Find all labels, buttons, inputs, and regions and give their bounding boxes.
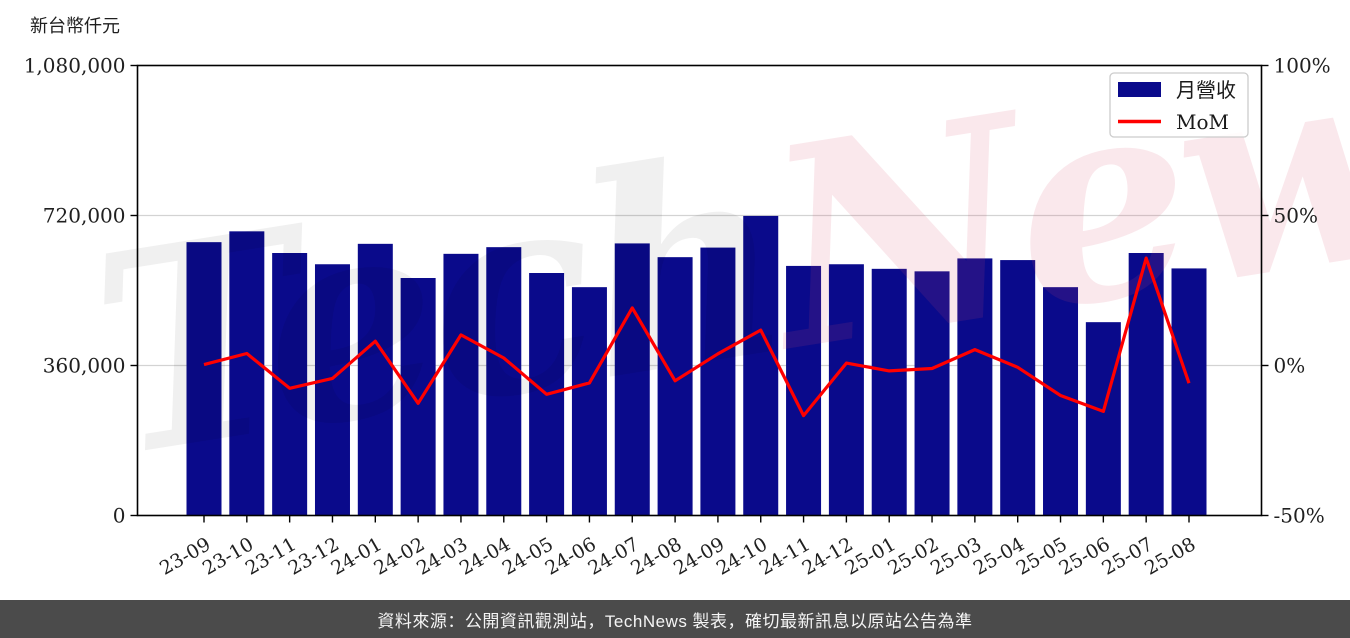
footer-source-text: 資料來源：公開資訊觀測站，TechNews 製表，確切最新訊息以原站公告為準 xyxy=(377,611,973,631)
revenue-bar xyxy=(614,243,650,516)
mom-line xyxy=(203,256,1191,418)
revenue-bar xyxy=(486,247,522,516)
y2-axis-tick-label: 50% xyxy=(1274,204,1318,228)
legend-line-label: MoM xyxy=(1176,110,1229,134)
y2-axis-tick-label: 100% xyxy=(1274,54,1331,78)
revenue-bar xyxy=(1171,268,1207,516)
footer-source-bar: 資料來源：公開資訊觀測站，TechNews 製表，確切最新訊息以原站公告為準 xyxy=(0,600,1350,638)
legend-bar-label: 月營收 xyxy=(1176,78,1236,102)
revenue-bar xyxy=(314,264,350,516)
revenue-bar xyxy=(229,231,265,516)
legend-bar-swatch xyxy=(1118,82,1161,97)
revenue-bar xyxy=(957,258,993,516)
revenue-bar xyxy=(914,271,950,516)
revenue-bar xyxy=(357,243,393,516)
y2-axis-tick-label: -50% xyxy=(1274,504,1325,528)
revenue-bar xyxy=(443,253,479,516)
revenue-bar xyxy=(743,215,779,516)
legend: 月營收 MoM xyxy=(1109,72,1249,138)
x-axis-tick-label: 25-08 xyxy=(1141,533,1199,579)
revenue-bar xyxy=(571,287,607,516)
y2-axis-tick-label: 0% xyxy=(1274,354,1306,378)
y-axis-tick-label: 360,000 xyxy=(43,354,126,378)
revenue-bar xyxy=(186,242,222,516)
y-axis-unit-label: 新台幣仟元 xyxy=(30,16,120,36)
revenue-bar xyxy=(400,278,436,516)
revenue-bar xyxy=(871,268,907,516)
revenue-bar xyxy=(657,257,693,516)
revenue-bar xyxy=(1000,260,1036,516)
watermark-part2: News xyxy=(741,0,1350,414)
plot-border xyxy=(136,64,1263,517)
revenue-bar xyxy=(828,264,864,516)
y-axis-tick-label: 720,000 xyxy=(43,204,126,228)
revenue-bar xyxy=(700,247,736,516)
y-axis-tick-label: 0 xyxy=(113,504,126,528)
y-axis-tick-label: 1,080,000 xyxy=(24,54,126,78)
revenue-bar xyxy=(1085,322,1121,516)
